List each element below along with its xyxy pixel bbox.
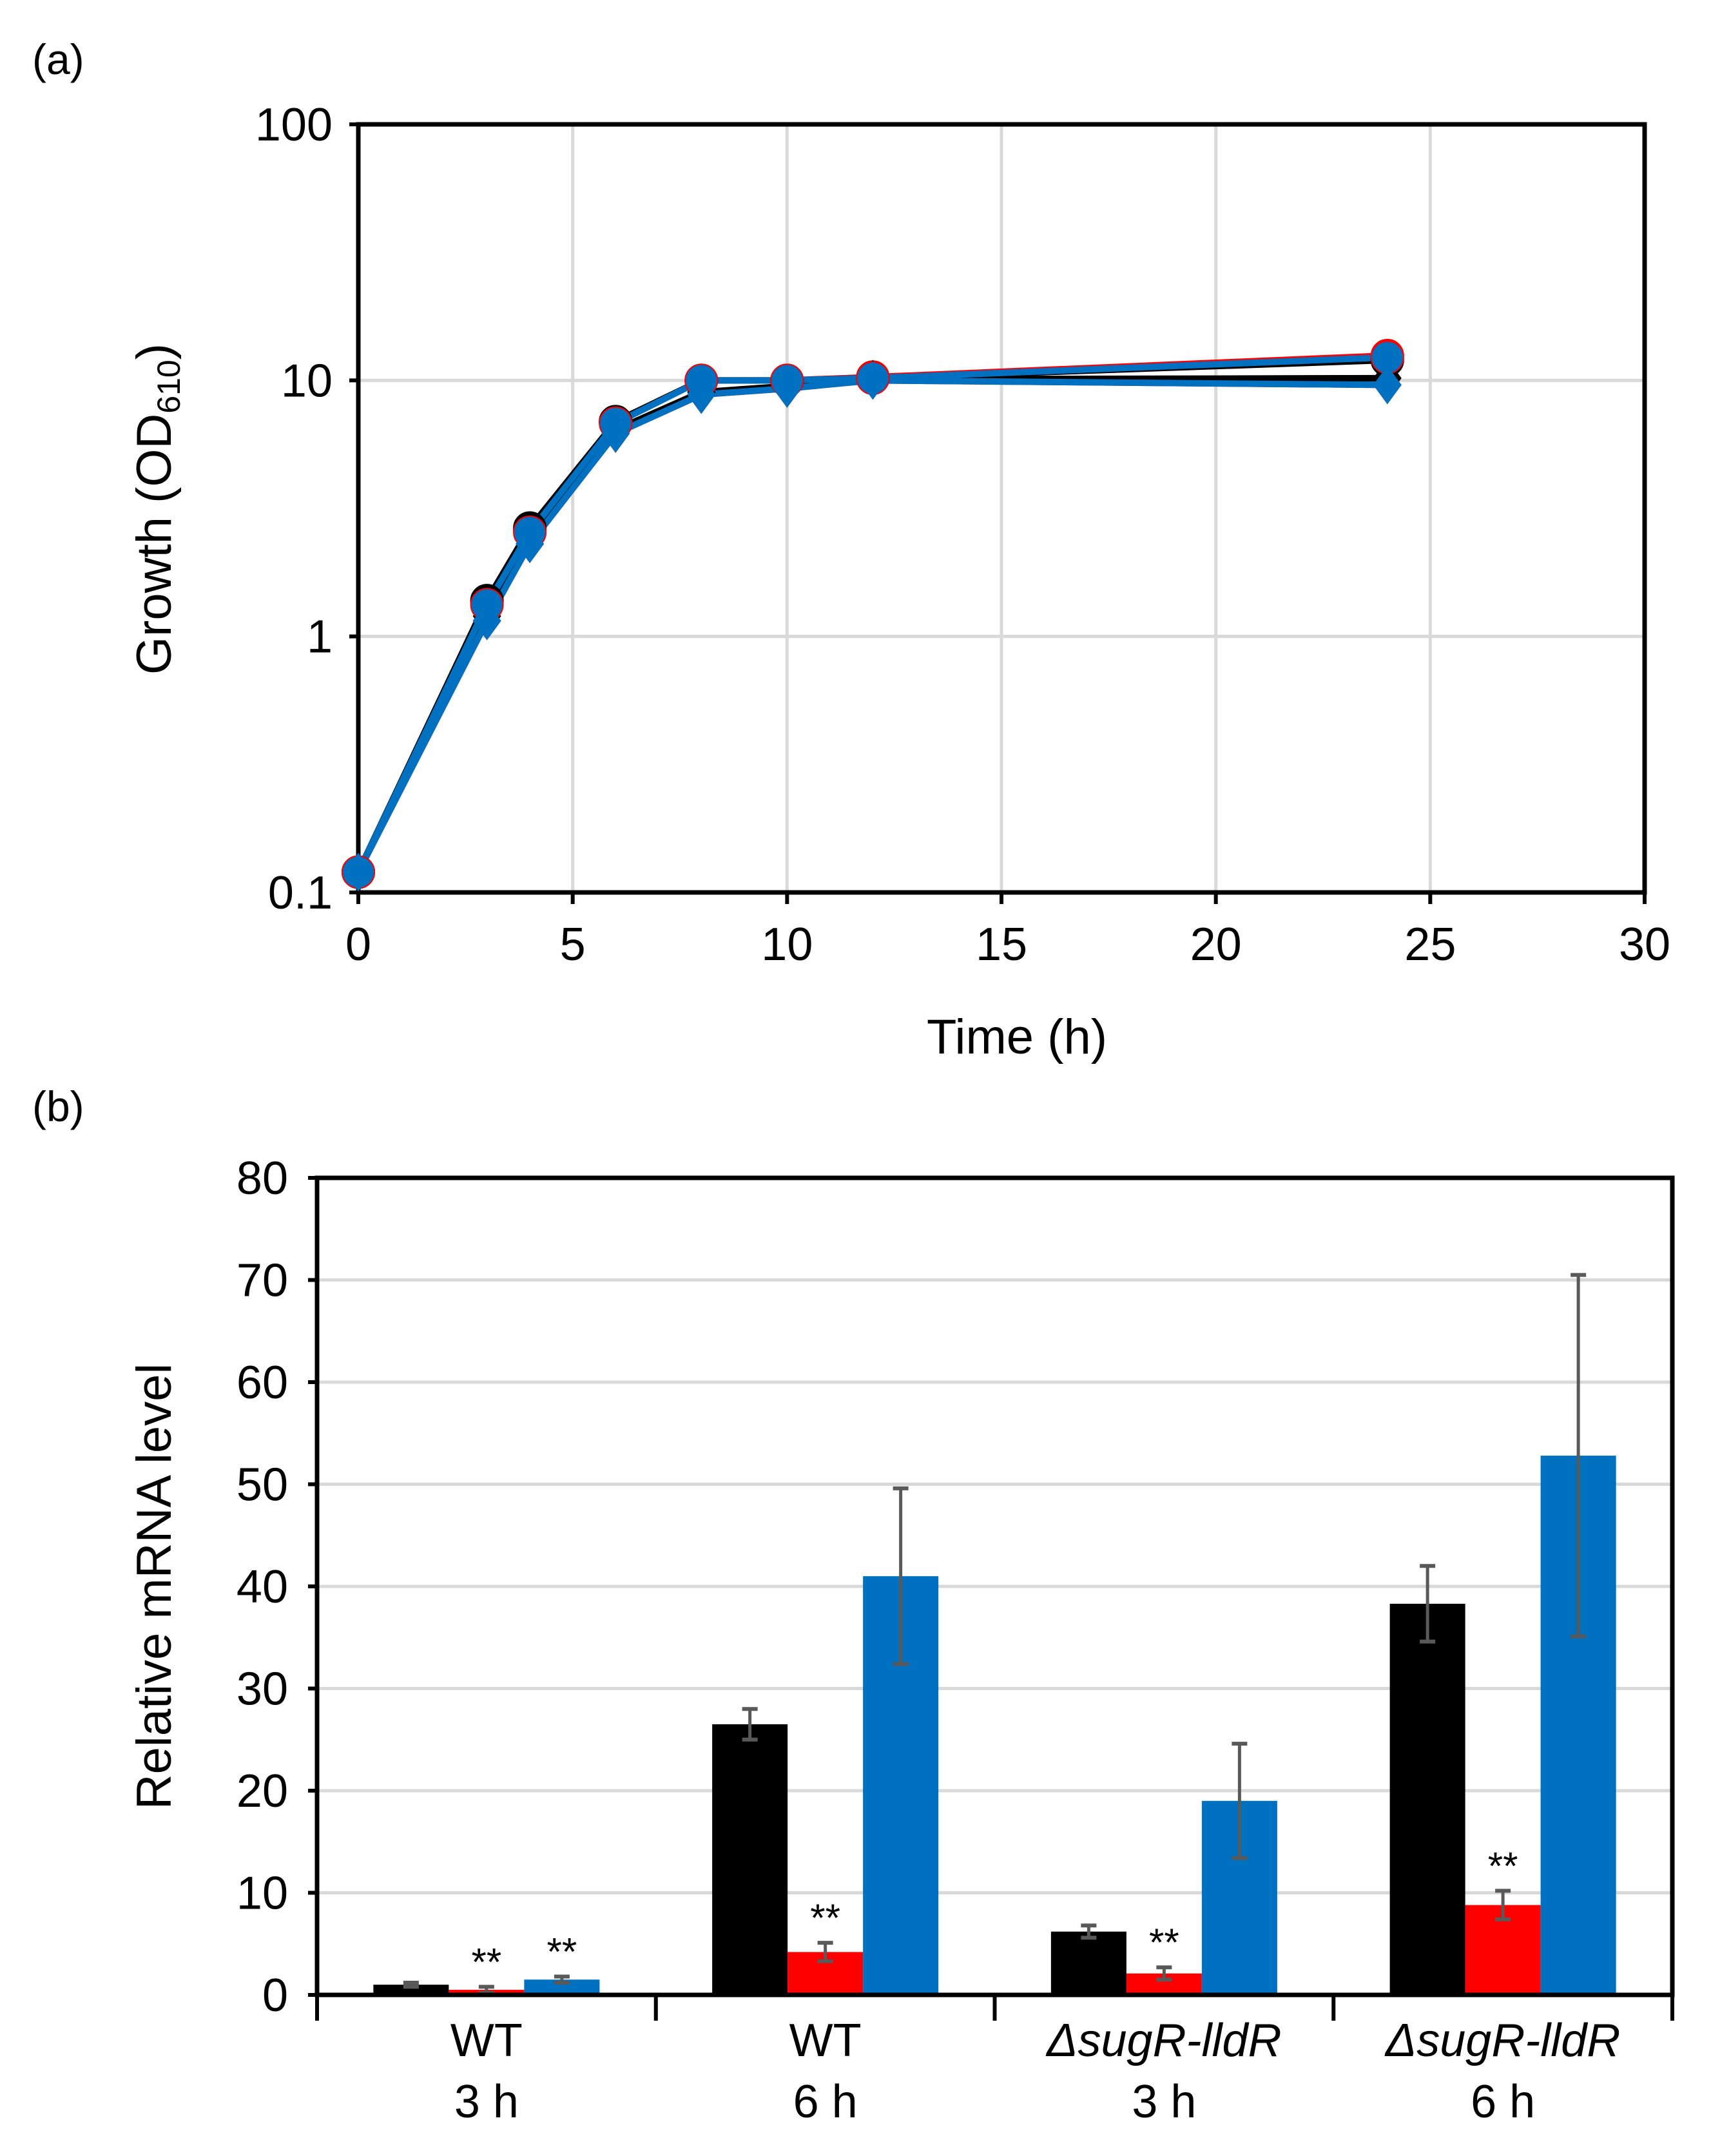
- y-tick-label: 100: [255, 99, 333, 151]
- y-tick-label: 40: [237, 1561, 288, 1613]
- data-point-diamond: [601, 414, 630, 453]
- panel-a-x-axis-label: Time (h): [927, 1010, 1107, 1064]
- data-point-diamond: [344, 852, 372, 892]
- y-tick-label: 70: [237, 1255, 288, 1307]
- bar: [1050, 1931, 1126, 1995]
- panel-b-label: (b): [32, 1083, 84, 1130]
- category-label-line1: WT: [789, 2015, 862, 2066]
- plot-frame: [314, 1175, 1675, 1997]
- data-point-diamond: [773, 369, 802, 408]
- y-label-subscript: 610: [151, 360, 187, 413]
- y-tick-label: 0.1: [268, 867, 333, 919]
- y-tick-label: 1: [307, 611, 333, 663]
- series-line: [355, 356, 1387, 874]
- y-tick-label: 10: [237, 1868, 288, 1920]
- category-label-line2: 6 h: [1471, 2076, 1535, 2128]
- x-tick-label: 20: [1190, 919, 1242, 970]
- significance-marker: **: [472, 1940, 502, 1983]
- data-point-diamond: [1373, 365, 1402, 405]
- x-tick-label: 25: [1404, 919, 1456, 970]
- x-tick-label: 5: [560, 919, 586, 970]
- category-label-line2: 3 h: [454, 2076, 519, 2128]
- y-label-main: Growth (OD: [127, 414, 182, 675]
- data-point-diamond: [516, 524, 545, 563]
- significance-marker: **: [1488, 1844, 1518, 1887]
- category-label-line2: 6 h: [793, 2076, 858, 2128]
- y-tick-label: 0: [262, 1970, 288, 2021]
- bar: [373, 1985, 449, 1995]
- data-point-diamond: [472, 601, 501, 640]
- bar: [1389, 1603, 1465, 1995]
- category-label-line1: WT: [450, 2015, 523, 2066]
- y-label-end: ): [127, 343, 182, 360]
- significance-marker: **: [1149, 1921, 1179, 1964]
- x-tick-label: 30: [1619, 919, 1670, 970]
- category-label-line1: ΔsugR-lldR: [1045, 2015, 1281, 2066]
- series-line: [355, 354, 1388, 874]
- growth-chart: 0 5 10 15 20 25 30 0.1 1 10 100: [255, 99, 1670, 970]
- category-label-line2: 3 h: [1132, 2076, 1196, 2128]
- y-tick-label: 60: [237, 1357, 288, 1409]
- significance-marker: **: [547, 1930, 577, 1973]
- series-line: [355, 374, 1387, 874]
- data-point-diamond: [858, 361, 887, 400]
- y-tick-label: 10: [281, 355, 333, 407]
- panel-b-y-axis-label: Relative mRNA level: [127, 1363, 182, 1810]
- panel-a-label: (a): [32, 35, 84, 83]
- y-tick-label: 20: [237, 1766, 288, 1817]
- x-tick-label: 0: [345, 919, 371, 970]
- significance-marker: **: [810, 1896, 840, 1939]
- y-tick-label: 80: [237, 1153, 288, 1204]
- x-tick-label: 15: [976, 919, 1027, 970]
- bar: [524, 1979, 600, 1995]
- bar: [712, 1724, 788, 1995]
- y-tick-label: 50: [237, 1459, 288, 1511]
- series-line: [355, 352, 1388, 874]
- y-tick-label: 30: [237, 1664, 288, 1715]
- panel-a-y-axis-label: Growth (OD610): [127, 343, 187, 675]
- plot-frame: [356, 122, 1647, 895]
- category-label-line1: ΔsugR-lldR: [1384, 2015, 1620, 2066]
- data-point-diamond: [687, 375, 716, 414]
- mrna-bar-chart: 0 10 20 30 40 50 60 70 80 ** ** WT 3 h ** WT 6 h ** ΔsugR…: [237, 1153, 1675, 2128]
- series-line: [355, 377, 1387, 874]
- series-line: [355, 377, 1387, 874]
- x-tick-label: 10: [761, 919, 813, 970]
